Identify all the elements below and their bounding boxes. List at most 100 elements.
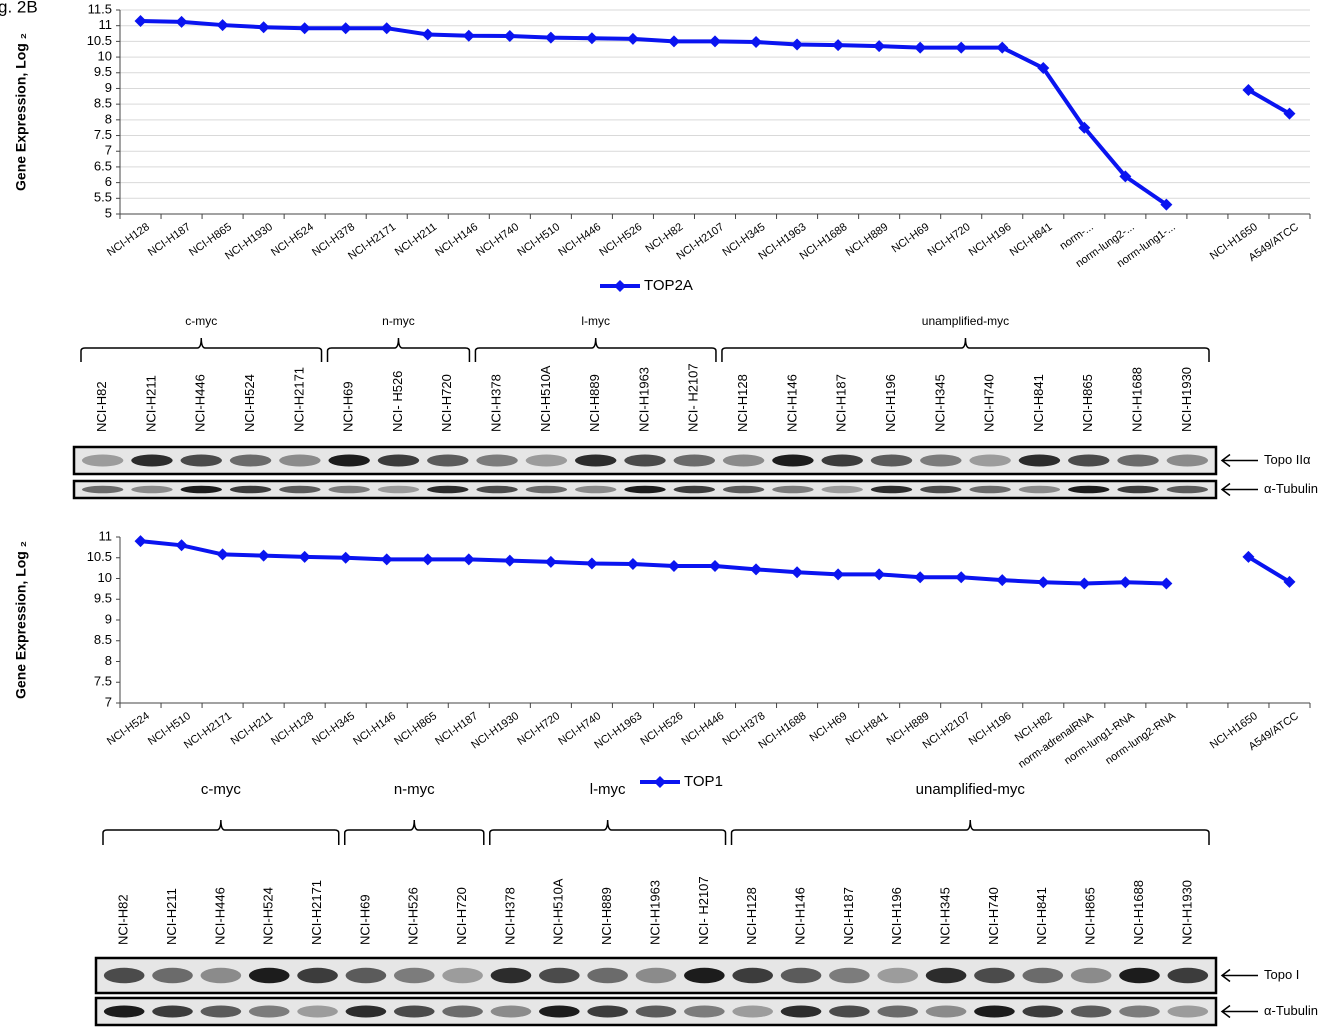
y-tick-label: 9 [105,80,112,95]
figure-label: g. 2B [0,0,38,16]
data-point [135,15,147,27]
lane-label: NCI-H187 [841,887,856,945]
blot-band [201,968,242,983]
blot-band [394,1006,435,1018]
lane-label: NCI-H841 [1034,887,1049,945]
x-tick-label: NCI-H345 [310,710,357,748]
y-axis-title: Gene Expression, Log ₂ [13,541,29,699]
blot-band [1022,1006,1063,1018]
lane-label: NCI-H82 [94,381,109,432]
lane-label: NCI-H446 [193,374,208,432]
y-tick-label: 9.5 [94,64,112,79]
data-point [668,560,680,572]
lane-label: NCI- H2107 [696,876,711,945]
group-bracket [345,820,484,845]
blot-band [328,486,369,493]
blot-band [926,968,967,983]
x-tick-label: NCI-H187 [146,221,193,259]
group-bracket [81,338,322,362]
blot-band [230,486,271,493]
blot-band [920,455,961,467]
blot-band [1119,968,1160,983]
legend-label: TOP1 [684,773,723,790]
blot-band [82,486,123,493]
data-point [873,568,885,580]
blot-band [624,486,665,493]
blot-band [1167,486,1208,493]
blot-band [297,968,338,983]
y-tick-label: 10.5 [87,33,112,48]
blot-band [181,486,222,493]
y-tick-label: 10 [98,49,112,64]
x-tick-label: NCI-H865 [392,710,439,748]
blot-band [249,968,290,983]
blot-band [772,486,813,493]
y-tick-label: 9 [105,611,112,626]
arrow [1222,484,1258,496]
blot-band [684,1006,725,1018]
blot-band [539,968,580,983]
lane-label: NCI-H1688 [1129,367,1144,432]
blot-band [152,968,193,983]
lane-label: NCI-H524 [261,887,276,945]
group-bracket [732,820,1209,845]
data-point [1119,576,1131,588]
legend-marker [614,280,626,292]
data-point [668,35,680,47]
y-tick-label: 5.5 [94,190,112,205]
data-point [258,550,270,562]
y-tick-label: 5 [105,205,112,220]
y-tick-label: 7 [105,694,112,709]
lane-label: NCI-H146 [784,374,799,432]
blot-band [674,455,715,467]
data-point [914,42,926,54]
data-point [709,35,721,47]
lane-label: NCI-H128 [744,887,759,945]
band-label: α-Tubulin [1264,1003,1318,1018]
blot-band [781,1006,822,1018]
y-tick-label: 10 [98,570,112,585]
data-point [586,558,598,570]
lane-label: NCI-H720 [454,887,469,945]
blot-band [822,455,863,467]
data-point [135,535,147,547]
blot-band [1071,968,1112,983]
x-tick-label: NCI-H889 [844,221,891,259]
group-bracket [328,338,470,362]
lane-label: NCI-H2171 [291,367,306,432]
data-point [996,574,1008,586]
blot-band [201,1006,242,1018]
arrow [1222,1006,1258,1018]
group-label: l-myc [581,314,610,328]
lane-label: NCI-H889 [587,374,602,432]
blot-band [491,1006,532,1018]
y-tick-label: 6 [105,174,112,189]
blot-band [974,968,1015,983]
y-tick-label: 8.5 [94,632,112,647]
blot-band [526,486,567,493]
blot-band [877,968,918,983]
lane-label: NCI-H211 [143,375,158,432]
data-point [340,22,352,34]
lane-label: NCI-H526 [406,887,421,945]
x-tick-label: NCI-H196 [967,221,1014,259]
blot-band [871,455,912,467]
data-point [422,28,434,40]
y-tick-label: 7 [105,143,112,158]
blot-band [539,1006,580,1018]
data-point [299,22,311,34]
lane-label: NCI-H1963 [636,367,651,432]
blot-band [684,968,725,983]
y-tick-label: 7.5 [94,674,112,689]
data-point [299,551,311,563]
lane-label: NCI-H82 [116,894,131,945]
y-tick-label: 9.5 [94,591,112,606]
group-bracket [722,338,1209,362]
x-tick-label: NCI-H446 [679,710,726,748]
data-point [791,566,803,578]
blot-band [1167,455,1208,467]
lane-label: NCI-H841 [1031,374,1046,432]
x-tick-label: NCI-H128 [269,710,316,748]
data-point [545,556,557,568]
blot-band [328,455,369,467]
